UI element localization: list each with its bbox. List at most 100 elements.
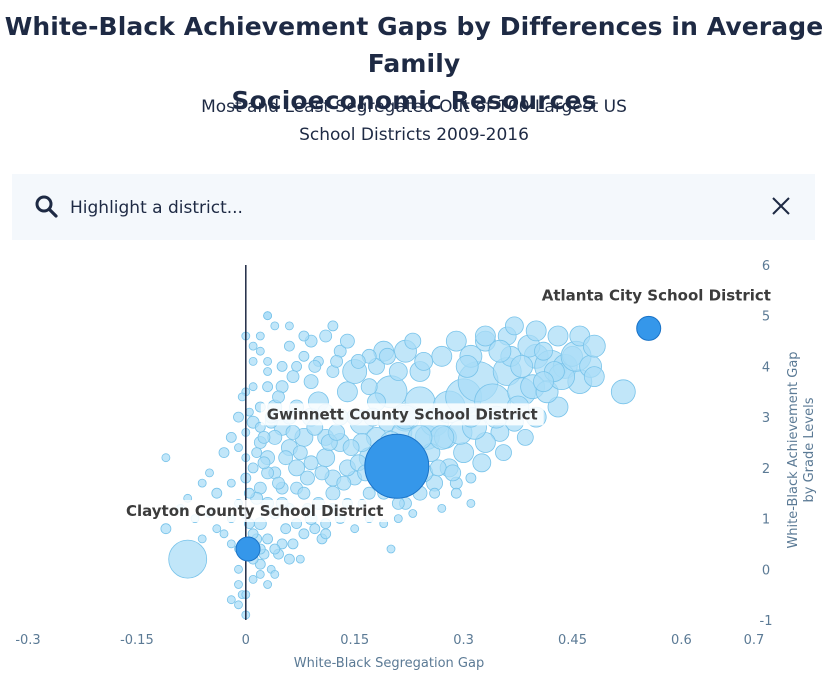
district-bubble[interactable] — [466, 498, 476, 508]
district-bubble[interactable] — [243, 487, 255, 499]
district-bubble[interactable] — [248, 341, 258, 351]
district-bubble[interactable] — [388, 362, 408, 381]
district-bubble[interactable] — [319, 329, 333, 343]
district-bubble[interactable] — [444, 464, 462, 482]
district-bubble[interactable] — [437, 503, 447, 513]
district-bubble[interactable] — [488, 339, 512, 363]
district-bubble[interactable] — [525, 320, 547, 342]
district-bubble[interactable] — [408, 509, 418, 518]
district-bubble[interactable] — [455, 354, 479, 378]
district-bubble[interactable] — [445, 330, 467, 352]
district-bubble[interactable] — [583, 366, 605, 388]
district-bubble[interactable] — [270, 570, 280, 579]
district-bubble[interactable] — [328, 423, 346, 441]
district-bubble[interactable] — [582, 334, 606, 358]
district-bubble[interactable] — [284, 321, 294, 331]
district-bubble[interactable] — [465, 472, 477, 484]
district-bubble[interactable] — [350, 524, 360, 534]
district-bubble[interactable] — [219, 529, 229, 539]
district-bubble[interactable] — [226, 478, 236, 488]
district-bubble[interactable] — [327, 320, 339, 332]
search-input[interactable] — [68, 192, 722, 224]
district-bubble[interactable] — [251, 447, 263, 459]
district-bubble[interactable] — [269, 543, 281, 555]
district-bubble[interactable] — [211, 487, 223, 499]
district-bubble[interactable] — [378, 347, 396, 365]
district-bubble[interactable] — [283, 553, 295, 565]
district-bubble[interactable] — [316, 448, 336, 468]
district-bubble[interactable] — [516, 428, 534, 446]
district-bubble[interactable] — [330, 354, 344, 368]
district-bubble[interactable] — [292, 445, 308, 461]
district-bubble[interactable] — [218, 447, 230, 459]
district-bubble[interactable] — [360, 378, 378, 396]
district-bubble[interactable] — [295, 554, 305, 564]
district-bubble[interactable] — [263, 356, 273, 366]
district-bubble[interactable] — [234, 564, 243, 574]
district-bubble[interactable] — [291, 360, 303, 372]
district-bubble[interactable] — [263, 367, 273, 376]
district-bubble[interactable] — [342, 439, 360, 457]
district-bubble[interactable] — [262, 533, 274, 545]
district-bubble[interactable] — [300, 470, 315, 486]
district-bubble[interactable] — [350, 353, 366, 369]
highlighted-district-bubble[interactable] — [636, 315, 662, 341]
district-bubble[interactable] — [234, 580, 243, 589]
district-bubble[interactable] — [255, 346, 265, 356]
district-bubble[interactable] — [248, 382, 258, 392]
district-bubble[interactable] — [474, 325, 496, 347]
district-bubble[interactable] — [309, 523, 321, 535]
district-bubble[interactable] — [336, 475, 352, 491]
district-bubble[interactable] — [431, 345, 453, 367]
district-bubble[interactable] — [225, 431, 237, 443]
district-bubble[interactable] — [610, 379, 636, 405]
district-bubble[interactable] — [262, 381, 274, 393]
district-bubble[interactable] — [320, 528, 332, 540]
district-bubble[interactable] — [276, 538, 288, 550]
district-bubble[interactable] — [547, 325, 569, 347]
search-icon[interactable] — [34, 194, 58, 218]
district-bubble[interactable] — [393, 514, 403, 523]
district-bubble[interactable] — [283, 340, 295, 352]
close-icon[interactable] — [769, 194, 793, 218]
district-bubble[interactable] — [237, 392, 247, 402]
district-bubble[interactable] — [453, 442, 475, 464]
highlighted-district-bubble[interactable] — [364, 433, 430, 499]
district-bubble[interactable] — [197, 534, 207, 544]
district-bubble[interactable] — [386, 544, 396, 554]
district-bubble[interactable] — [495, 444, 512, 462]
district-bubble[interactable] — [244, 407, 254, 417]
district-bubble[interactable] — [505, 316, 524, 336]
district-bubble[interactable] — [303, 374, 319, 390]
district-bubble[interactable] — [303, 455, 319, 471]
district-bubble[interactable] — [272, 390, 285, 404]
district-bubble[interactable] — [278, 450, 294, 466]
district-bubble[interactable] — [336, 381, 358, 403]
highlighted-district-bubble[interactable] — [235, 536, 261, 562]
district-bubble[interactable] — [255, 570, 265, 579]
district-bubble[interactable] — [298, 528, 310, 540]
district-bubble[interactable] — [404, 332, 422, 350]
district-bubble[interactable] — [285, 424, 301, 440]
district-bubble[interactable] — [362, 486, 376, 500]
district-bubble[interactable] — [314, 465, 330, 481]
district-bubble[interactable] — [280, 523, 292, 535]
district-bubble[interactable] — [255, 331, 265, 341]
district-bubble[interactable] — [472, 453, 492, 473]
district-bubble[interactable] — [547, 396, 569, 418]
district-bubble[interactable] — [226, 595, 236, 605]
district-bubble[interactable] — [234, 443, 243, 453]
district-bubble[interactable] — [226, 539, 236, 549]
district-bubble[interactable] — [205, 468, 214, 478]
district-bubble[interactable] — [429, 487, 441, 499]
district-bubble[interactable] — [288, 459, 306, 477]
district-bubble[interactable] — [160, 523, 172, 535]
district-bubble[interactable] — [263, 580, 273, 589]
district-bubble[interactable] — [263, 311, 273, 321]
district-bubble[interactable] — [429, 459, 447, 477]
district-bubble[interactable] — [450, 487, 462, 499]
district-bubble[interactable] — [212, 524, 222, 534]
district-bubble[interactable] — [339, 333, 355, 349]
district-bubble[interactable] — [257, 430, 271, 444]
district-bubble[interactable] — [325, 485, 341, 501]
